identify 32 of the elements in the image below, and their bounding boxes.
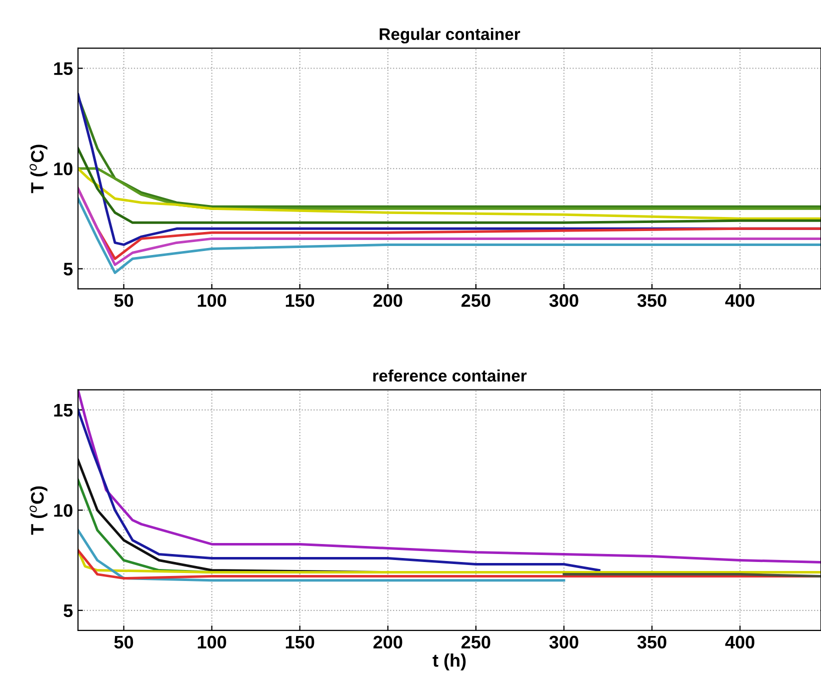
y-tick-label: 15: [54, 62, 73, 75]
y-tick-label: 5: [64, 262, 73, 276]
line-series: [78, 197, 821, 274]
y-axis-title: T ($^{o}$C): [30, 486, 48, 535]
x-tick-label: 50: [114, 636, 134, 649]
x-tick-label: 150: [286, 636, 314, 649]
line-series: [78, 408, 600, 572]
line-series: [78, 167, 821, 220]
y-tick-label: 5: [64, 604, 73, 618]
x-axis-title: t (h): [432, 654, 466, 670]
line-series: [78, 147, 821, 224]
x-tick-label: 300: [549, 294, 578, 307]
y-tick-label: 10: [54, 504, 72, 517]
x-tick-label: 200: [373, 294, 402, 307]
y-tick-label: 10: [54, 162, 72, 176]
x-tick-label: 150: [286, 294, 314, 307]
chart-title: reference container: [373, 369, 527, 382]
line-series: [78, 528, 566, 582]
x-tick-label: 50: [114, 294, 134, 307]
y-axis-title: T ($^{o}$C): [30, 144, 48, 194]
x-tick-label: 350: [637, 294, 666, 307]
x-tick-label: 250: [461, 294, 490, 307]
x-tick-label: 400: [725, 294, 754, 307]
x-tick-label: 200: [373, 636, 402, 649]
x-tick-label: 350: [637, 636, 666, 649]
x-tick-label: 400: [725, 636, 754, 649]
chart-title: Regular container: [380, 28, 520, 44]
x-tick-label: 100: [198, 636, 226, 649]
x-tick-label: 250: [461, 636, 490, 649]
x-tick-label: 100: [198, 294, 226, 307]
y-tick-label: 15: [54, 404, 73, 417]
x-tick-label: 300: [549, 636, 578, 649]
